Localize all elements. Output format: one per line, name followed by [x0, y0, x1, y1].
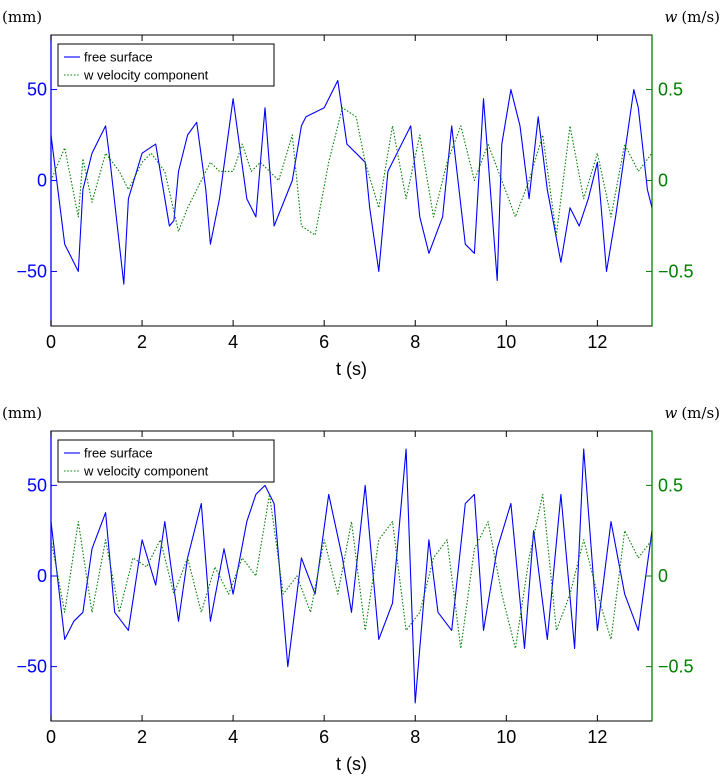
left-y-tick-label: 50	[27, 475, 47, 495]
x-tick-label: 12	[587, 332, 607, 352]
top-chart-panel: (mm) w (m/s) 0 2 4 6 8 10 12 −50 0 50 −0.5 0 0.5 t (s) fr…	[2, 8, 720, 379]
left-y-tick-label: −50	[16, 657, 47, 677]
legend-box	[57, 43, 275, 87]
left-y-tick-label: 50	[27, 80, 47, 100]
series-line-w-velocity	[51, 107, 652, 236]
left-axis-unit-label: (mm)	[2, 404, 42, 422]
left-y-tick-label: −50	[16, 261, 47, 281]
x-tick-label: 10	[496, 332, 516, 352]
left-y-tick-label: 0	[37, 171, 47, 191]
legend-entry-label: free surface	[84, 50, 153, 65]
right-axis-unit: (m/s)	[681, 8, 720, 26]
right-y-tick-label: 0	[658, 171, 668, 191]
series-line-free-surface	[51, 79, 652, 285]
right-axis-unit: (m/s)	[681, 404, 720, 422]
right-y-tick-label: 0.5	[658, 475, 683, 495]
x-tick-label: 10	[496, 727, 516, 747]
right-y-tick-label: −0.5	[658, 657, 694, 677]
right-axis-unit-label: w (m/s)	[664, 404, 720, 422]
legend-box	[57, 439, 275, 483]
x-tick-label: 6	[319, 727, 329, 747]
right-axis-unit-label: w (m/s)	[664, 8, 720, 26]
right-y-tick-label: −0.5	[658, 261, 694, 281]
x-tick-label: 2	[137, 332, 147, 352]
x-tick-label: 8	[410, 727, 420, 747]
x-tick-label: 2	[137, 727, 147, 747]
legend: free surface w velocity component	[57, 439, 275, 483]
x-tick-label: 0	[46, 332, 56, 352]
bottom-chart-panel: (mm) w (m/s) 0 2 4 6 8 10 12 −50 0 50 −0.5 0 0.5 t (s) fr…	[2, 404, 720, 774]
x-tick-label: 0	[46, 727, 56, 747]
right-y-tick-label: 0.5	[658, 80, 683, 100]
x-tick-label: 12	[587, 727, 607, 747]
right-y-tick-label: 0	[658, 566, 668, 586]
legend-entry-label: w velocity component	[83, 68, 209, 83]
x-axis-label: t (s)	[336, 754, 367, 774]
legend-entry-label: free surface	[84, 446, 153, 461]
x-tick-label: 6	[319, 332, 329, 352]
legend-entry-label: w velocity component	[83, 464, 209, 479]
series-line-free-surface	[51, 448, 652, 704]
right-axis-symbol: w	[664, 404, 677, 422]
left-y-tick-label: 0	[37, 566, 47, 586]
x-axis-label: t (s)	[336, 359, 367, 379]
legend: free surface w velocity component	[57, 43, 275, 87]
x-tick-label: 4	[228, 727, 238, 747]
x-tick-label: 8	[410, 332, 420, 352]
series-line-w-velocity	[51, 493, 652, 650]
right-axis-symbol: w	[664, 8, 677, 26]
x-tick-label: 4	[228, 332, 238, 352]
left-axis-unit-label: (mm)	[2, 8, 42, 26]
